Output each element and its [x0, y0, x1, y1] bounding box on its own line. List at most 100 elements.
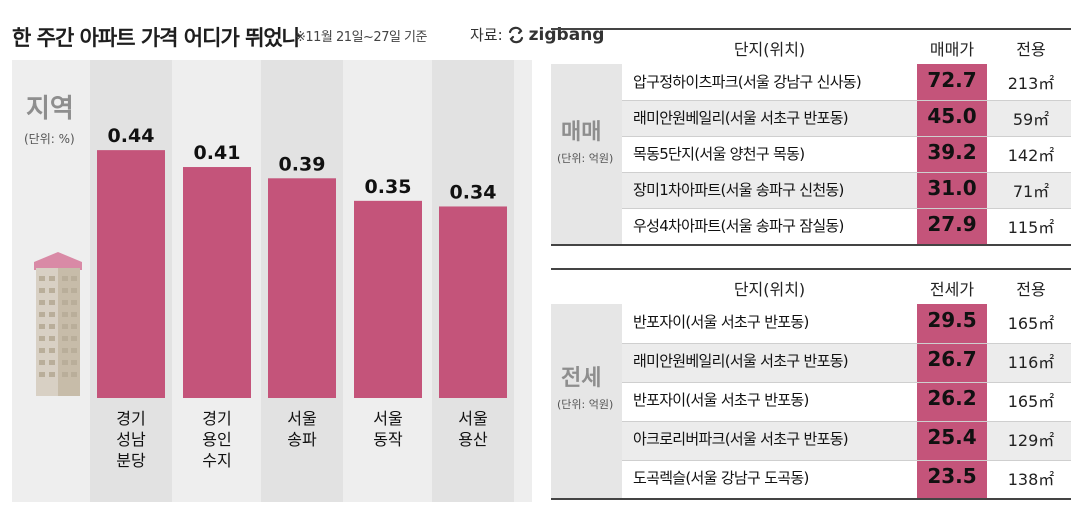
table-top-rule: [551, 268, 1071, 270]
sale-table: 단지(위치) 매매가 전용 매매 (단위: 억원) 압구정하이츠파크(서울 강남…: [551, 28, 1071, 246]
row-separator: [622, 382, 1071, 383]
row-separator: [622, 136, 1071, 137]
row-separator: [622, 343, 1071, 344]
area-value: 115㎡: [1007, 218, 1055, 237]
price-highlight: [917, 421, 987, 460]
category-label: 분당: [116, 451, 146, 470]
complex-name: 래미안원베일리(서울 서초구 반포동): [633, 109, 849, 127]
complex-name: 반포자이(서울 서초구 반포동): [633, 391, 809, 409]
sale-category-label: 매매: [561, 120, 602, 145]
bar-value-label: 0.34: [450, 181, 497, 203]
complex-name: 압구정하이츠파크(서울 강남구 신사동): [633, 73, 862, 91]
price-value: 26.7: [927, 347, 977, 371]
category-label: 용산: [458, 430, 488, 449]
lease-unit: (단위: 억원): [557, 398, 614, 411]
category-label: 동작: [373, 430, 403, 449]
row-band: [622, 100, 1071, 136]
category-label: 성남: [116, 430, 146, 449]
area-value: 165㎡: [1007, 392, 1055, 411]
area-value: 138㎡: [1007, 470, 1055, 489]
price-highlight: [917, 382, 987, 421]
header-name: 단지(위치): [733, 280, 806, 299]
price-highlight: [917, 136, 987, 172]
category-label: 용인: [202, 430, 231, 449]
price-value: 45.0: [927, 104, 977, 128]
area-value: 213㎡: [1007, 74, 1055, 93]
complex-name: 목동5단지(서울 양천구 목동): [633, 145, 805, 163]
area-value: 71㎡: [1012, 182, 1050, 201]
category-label: 경기: [202, 409, 231, 428]
source-label: 자료:: [470, 26, 503, 44]
category-label: 수지: [202, 451, 231, 470]
lease-table-header: 단지(위치) 전세가 전용: [551, 268, 1071, 304]
bar: [268, 178, 336, 398]
category-label: 서울: [287, 409, 316, 428]
complex-name: 반포자이(서울 서초구 반포동): [633, 313, 809, 331]
category-label: 경기: [116, 409, 145, 428]
complex-name: 우성4차아파트(서울 송파구 잠실동): [633, 217, 844, 235]
sale-unit: (단위: 억원): [557, 152, 614, 165]
bar-value-label: 0.35: [365, 176, 412, 198]
bar: [183, 167, 251, 398]
category-label: 서울: [458, 409, 487, 428]
chart-unit: (단위: %): [24, 132, 75, 146]
bar-value-label: 0.44: [108, 125, 155, 147]
price-highlight: [917, 208, 987, 244]
row-band: [622, 421, 1071, 460]
lease-category-cell: 전세 (단위: 억원): [551, 304, 622, 500]
header-name: 단지(위치): [733, 40, 806, 59]
price-highlight: [917, 460, 987, 499]
area-value: 165㎡: [1007, 314, 1055, 333]
bar: [354, 200, 422, 398]
area-value: 59㎡: [1012, 110, 1050, 129]
lease-category-label: 전세: [561, 366, 602, 391]
sale-category-cell: 매매 (단위: 억원): [551, 64, 622, 245]
row-band: [622, 343, 1071, 382]
price-value: 26.2: [927, 386, 977, 410]
table-top-rule: [551, 28, 1071, 30]
price-value: 72.7: [927, 68, 977, 92]
row-separator: [622, 100, 1071, 101]
price-value: 23.5: [927, 464, 977, 488]
price-highlight: [917, 343, 987, 382]
price-value: 27.9: [927, 212, 977, 236]
apartment-building-icon: [34, 252, 82, 396]
bar-value-label: 0.39: [279, 153, 326, 175]
area-value: 116㎡: [1007, 353, 1055, 372]
complex-name: 도곡렉슬(서울 강남구 도곡동): [633, 469, 809, 487]
table-bottom-rule: [551, 244, 1071, 246]
lease-table: 단지(위치) 전세가 전용 전세 (단위: 억원) 반포자이(서울 서초구 반포…: [551, 268, 1071, 500]
bar-value-label: 0.41: [194, 142, 241, 164]
table-bottom-rule: [551, 498, 1071, 500]
price-value: 25.4: [927, 425, 977, 449]
bar: [97, 150, 165, 398]
row-separator: [622, 460, 1071, 461]
price-highlight: [917, 304, 987, 343]
row-band: [622, 172, 1071, 208]
area-value: 142㎡: [1007, 146, 1055, 165]
chart-title: 지역: [26, 94, 74, 124]
page-title: 한 주간 아파트 가격 어디가 뛰었나: [12, 26, 301, 50]
bar: [439, 206, 507, 398]
region-chart-panel: 지역 (단위: %) 0.44 경기 성남 분당 0.41 경기 용인 수지 0.39 서울 송파 0…: [12, 60, 532, 502]
price-highlight: [917, 64, 987, 100]
category-label: 송파: [287, 430, 317, 449]
price-value: 31.0: [927, 176, 977, 200]
header-area: 전용: [1016, 280, 1046, 299]
price-highlight: [917, 172, 987, 208]
category-label: 서울: [373, 409, 402, 428]
row-separator: [622, 208, 1071, 209]
header-price: 전세가: [929, 280, 975, 299]
date-note: ※11월 21일~27일 기준: [295, 30, 427, 45]
header-area: 전용: [1016, 40, 1046, 59]
header-price: 매매가: [929, 40, 975, 59]
row-separator: [622, 172, 1071, 173]
sale-table-header: 단지(위치) 매매가 전용: [551, 28, 1071, 64]
complex-name: 래미안원베일리(서울 서초구 반포동): [633, 352, 849, 370]
area-value: 129㎡: [1007, 431, 1055, 450]
complex-name: 장미1차아파트(서울 송파구 신천동): [633, 181, 844, 199]
row-separator: [622, 421, 1071, 422]
price-highlight: [917, 100, 987, 136]
complex-name: 아크로리버파크(서울 서초구 반포동): [633, 430, 849, 448]
